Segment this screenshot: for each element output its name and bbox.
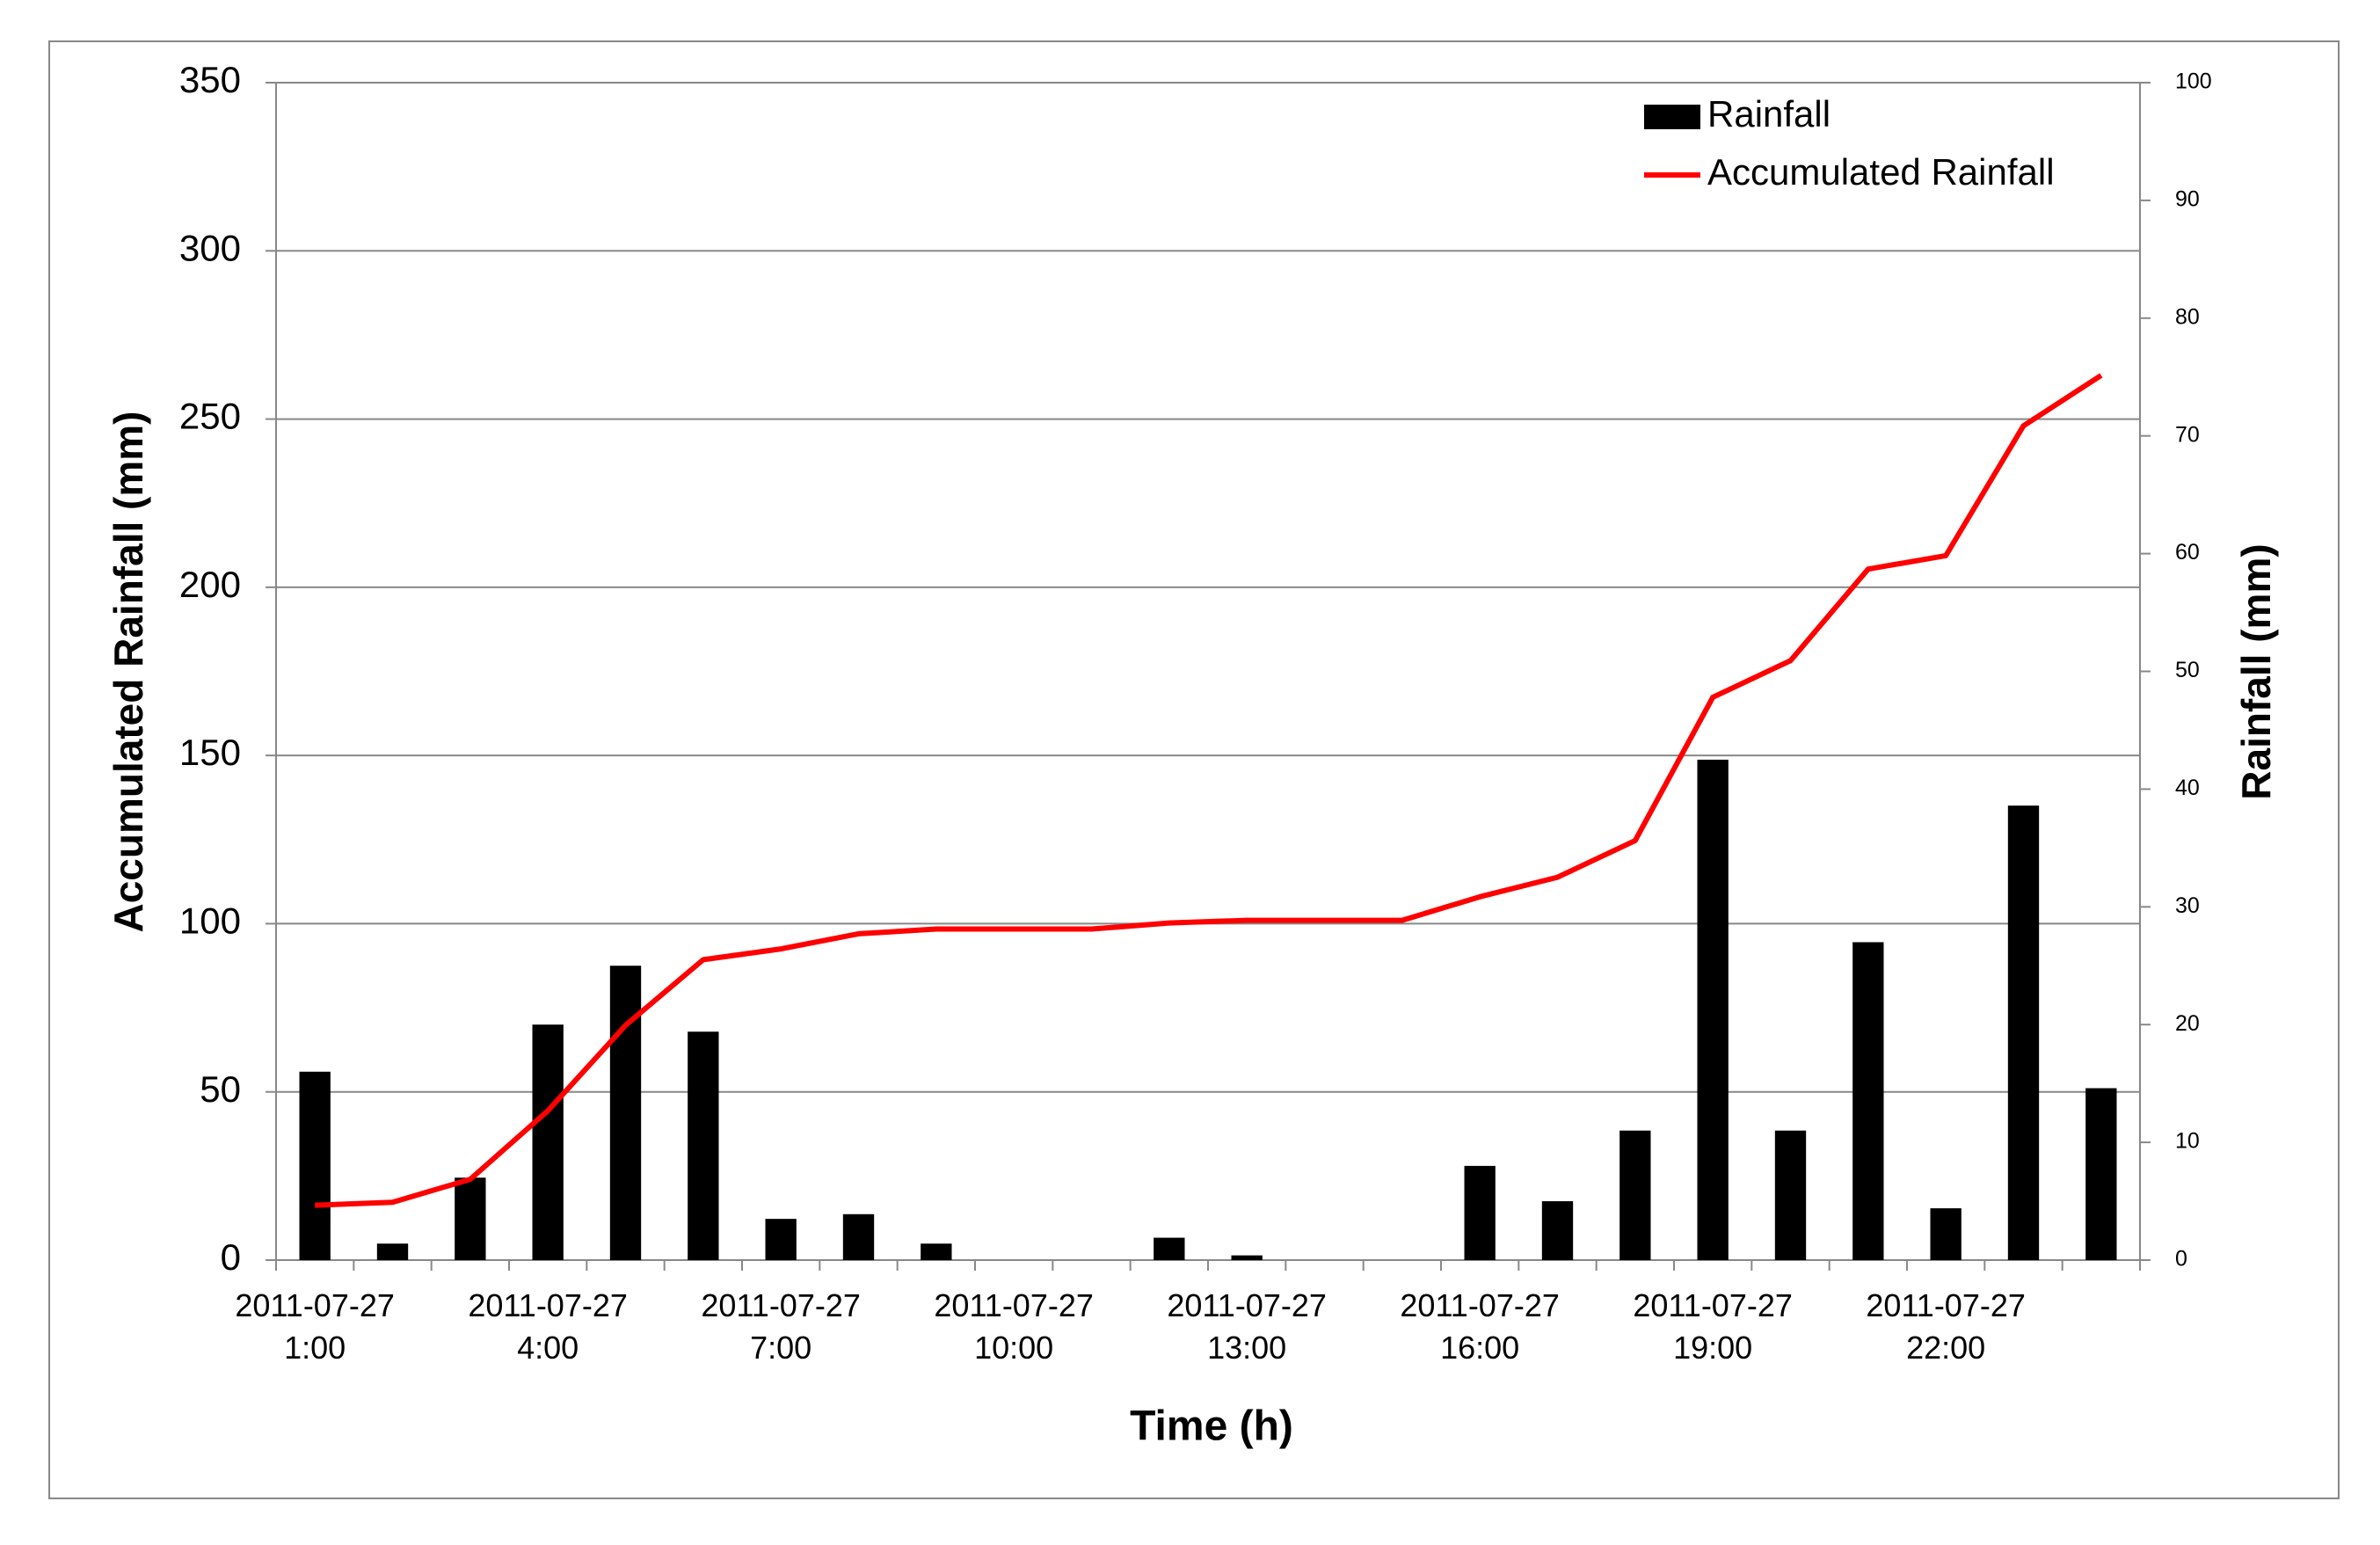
x-tick-label: 2011-07-27 10:00 [934, 1287, 1094, 1366]
line [315, 373, 2103, 1208]
y-tick-label: 300 [179, 227, 241, 268]
y2-tick-label: 10 [2175, 1129, 2200, 1154]
y-tick-label: 250 [179, 396, 241, 437]
y2-tick-label: 0 [2175, 1247, 2187, 1272]
y-tick-label: 150 [179, 732, 241, 773]
y-tick-label: 200 [179, 564, 241, 605]
legend-label: Rainfall [1707, 93, 1830, 135]
y2-tick-label: 90 [2175, 187, 2200, 212]
y-axis-title: Accumulated Rainfall (mm) [106, 412, 151, 933]
bar [299, 1071, 331, 1260]
chart-border [48, 40, 2340, 1499]
y-tick-label: 50 [200, 1068, 241, 1110]
legend-label: Accumulated Rainfall [1707, 151, 2055, 193]
x-axis-title: Time (h) [1130, 1403, 1293, 1450]
x-tick-label: 2011-07-27 22:00 [1866, 1287, 2026, 1366]
x-tick-label: 2011-07-27 4:00 [468, 1287, 628, 1366]
bar [1231, 1255, 1263, 1260]
bar [1697, 759, 1729, 1260]
bar [1541, 1201, 1574, 1260]
bar [1464, 1165, 1496, 1260]
bar [921, 1243, 952, 1260]
y2-tick-label: 30 [2175, 893, 2200, 918]
x-tick-label: 2011-07-27 1:00 [235, 1287, 395, 1366]
x-tick-label: 2011-07-27 16:00 [1400, 1287, 1560, 1366]
bar [1154, 1237, 1185, 1260]
y2-axis-title: Rainfall (mm) [2233, 543, 2279, 799]
bar [532, 1024, 564, 1260]
bar [2085, 1088, 2117, 1260]
bar [376, 1243, 409, 1260]
y2-tick-label: 20 [2175, 1011, 2200, 1036]
y-tick-label: 350 [179, 59, 241, 100]
x-tick-label: 2011-07-27 19:00 [1633, 1287, 1793, 1366]
bar [609, 966, 642, 1260]
y2-tick-label: 70 [2175, 422, 2200, 447]
y-tick-label: 0 [221, 1236, 241, 1278]
bar [2007, 805, 2040, 1260]
x-tick-label: 2011-07-27 7:00 [701, 1287, 861, 1366]
y2-tick-label: 80 [2175, 304, 2200, 329]
y2-tick-label: 60 [2175, 540, 2200, 565]
y2-tick-label: 100 [2175, 69, 2212, 94]
bar [842, 1213, 875, 1260]
legend-swatch [1644, 105, 1700, 129]
bar [688, 1031, 719, 1260]
y2-tick-label: 40 [2175, 776, 2200, 800]
y-tick-label: 100 [179, 900, 241, 942]
bar [765, 1219, 797, 1260]
y2-tick-label: 50 [2175, 658, 2200, 682]
bar [455, 1177, 486, 1260]
bar [1619, 1130, 1651, 1260]
x-tick-label: 2011-07-27 13:00 [1167, 1287, 1327, 1366]
bar [1774, 1130, 1807, 1260]
bar [1930, 1208, 1961, 1260]
bar [1852, 942, 1884, 1260]
